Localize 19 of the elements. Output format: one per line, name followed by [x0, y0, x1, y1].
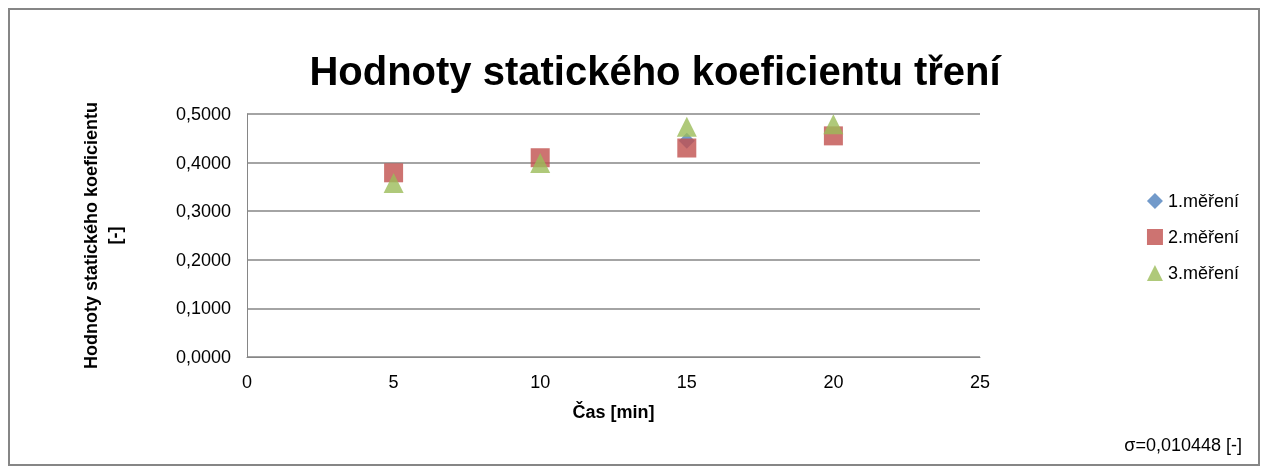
x-tick-label: 0	[241, 372, 253, 392]
legend-label: 1.měření	[1167, 191, 1240, 211]
legend-label: 2.měření	[1167, 227, 1240, 247]
x-tick-label: 25	[969, 372, 991, 392]
y-tick-label: 0,4000	[175, 152, 231, 173]
x-tick-label: 5	[388, 372, 399, 392]
x-tick-label: 20	[823, 372, 844, 392]
chart-title: Hodnoty statického koeficientu tření	[309, 49, 1003, 93]
x-tick-label: 15	[676, 372, 697, 392]
y-tick-label: 0,0000	[175, 347, 231, 367]
x-axis-title: Čas [min]	[572, 401, 655, 422]
y-tick-label: 0,2000	[175, 249, 231, 270]
y-tick-label: 0,5000	[175, 104, 231, 124]
text: σ=0,010448 [-]	[1124, 435, 1243, 455]
y-tick-label: 0,3000	[175, 201, 231, 222]
y-axis-title: Hodnoty statického koeficientu [-]	[81, 101, 125, 370]
x-tick-label: 10	[530, 372, 551, 392]
y-tick-label: 0,1000	[175, 298, 231, 319]
legend-label: 3.měření	[1167, 263, 1240, 283]
